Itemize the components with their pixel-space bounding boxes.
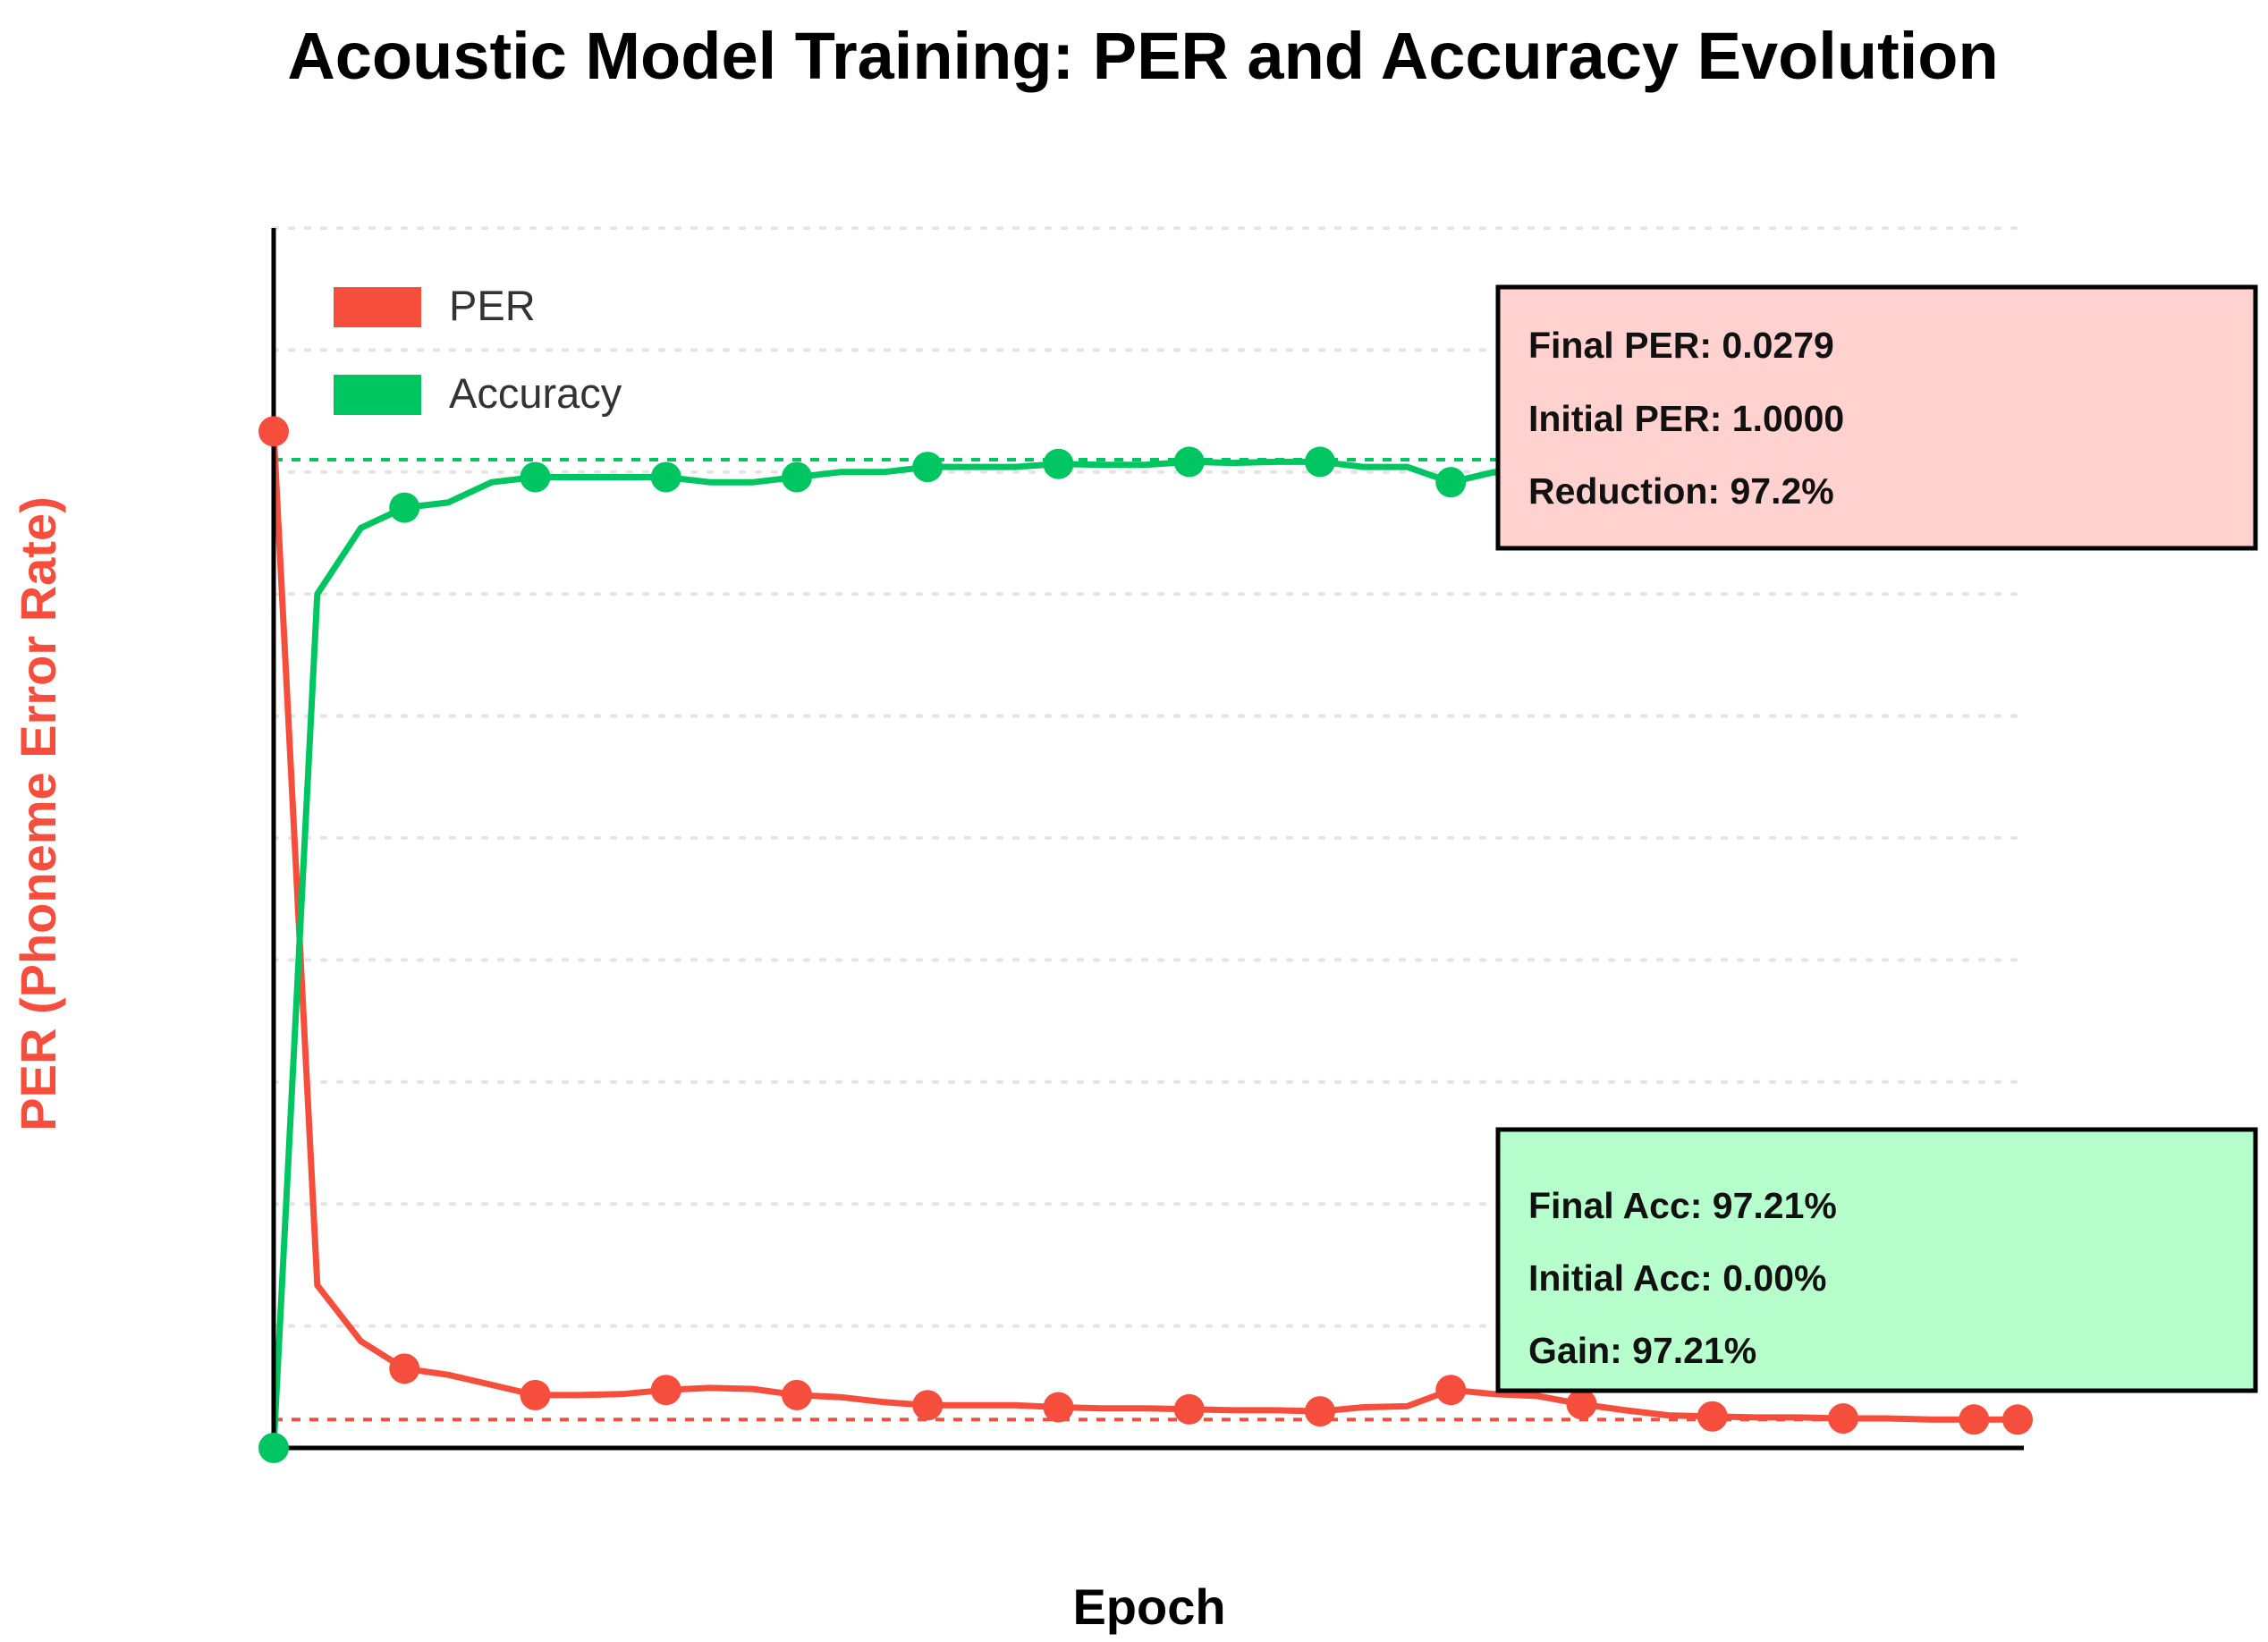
final-accuracy-text: Final Acc: 97.21% [1528,1185,1837,1226]
data-point-per [1305,1396,1335,1427]
data-point-per [389,1353,420,1384]
chart-title: Acoustic Model Training: PER and Accurac… [287,19,1998,93]
data-point-accuracy [782,461,812,493]
accuracy-gain-text: Gain: 97.21% [1528,1330,1756,1371]
per-reduction-text: Reduction: 97.2% [1528,470,1834,512]
data-point-accuracy [1305,446,1335,478]
legend: PER Accuracy [334,282,622,417]
data-point-accuracy [389,492,420,523]
data-point-per [258,416,289,447]
data-point-per [1959,1404,1990,1435]
data-point-accuracy [1043,448,1074,479]
initial-accuracy-text: Initial Acc: 0.00% [1528,1257,1826,1299]
data-point-per [650,1375,681,1406]
data-point-per [782,1379,812,1410]
gridlines [272,226,2019,1328]
per-summary-box-bg [1495,284,2258,551]
legend-swatch-accuracy [334,375,421,415]
accuracy-summary-box-bg [1495,1127,2258,1393]
x-axis-label: Epoch [1072,1579,1225,1635]
final-per-text: Final PER: 0.0279 [1528,325,1834,366]
data-point-per [1173,1393,1205,1425]
data-point-per [1566,1389,1597,1420]
data-point-per [1043,1392,1074,1423]
legend-label-per: PER [449,282,536,329]
initial-per-text: Initial PER: 1.0000 [1528,398,1844,439]
data-point-per [1697,1401,1728,1432]
legend-swatch-per [334,287,421,327]
data-point-accuracy [520,461,551,493]
accuracy-summary-box: Final Acc: 97.21% Initial Acc: 0.00% Gai… [1495,1127,2258,1393]
y-axis-label: PER (Phoneme Error Rate) [10,496,66,1131]
data-point-accuracy [650,461,681,493]
data-point-per [1435,1375,1467,1406]
data-point-per [1828,1403,1858,1435]
data-point-accuracy [1435,467,1467,498]
data-point-accuracy [258,1433,289,1463]
data-point-accuracy [1173,446,1205,478]
per-summary-box: Final PER: 0.0279 Initial PER: 1.0000 Re… [1495,284,2258,551]
data-point-per [2002,1404,2033,1435]
legend-label-accuracy: Accuracy [449,369,622,417]
data-point-per [912,1390,944,1421]
data-point-per [520,1379,551,1410]
data-point-accuracy [912,452,944,483]
